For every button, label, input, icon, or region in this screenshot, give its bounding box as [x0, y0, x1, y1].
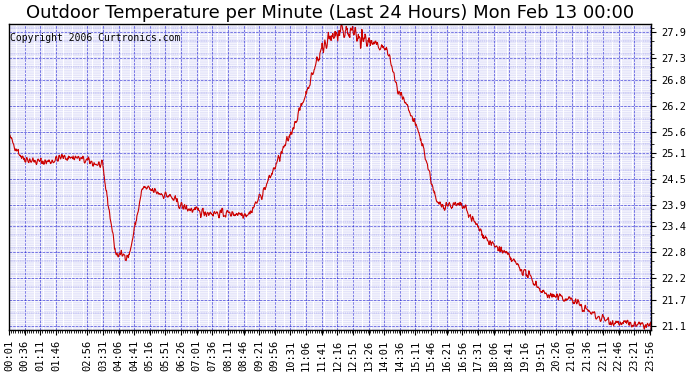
Text: Copyright 2006 Curtronics.com: Copyright 2006 Curtronics.com — [10, 33, 181, 43]
Title: Outdoor Temperature per Minute (Last 24 Hours) Mon Feb 13 00:00: Outdoor Temperature per Minute (Last 24 … — [26, 4, 634, 22]
